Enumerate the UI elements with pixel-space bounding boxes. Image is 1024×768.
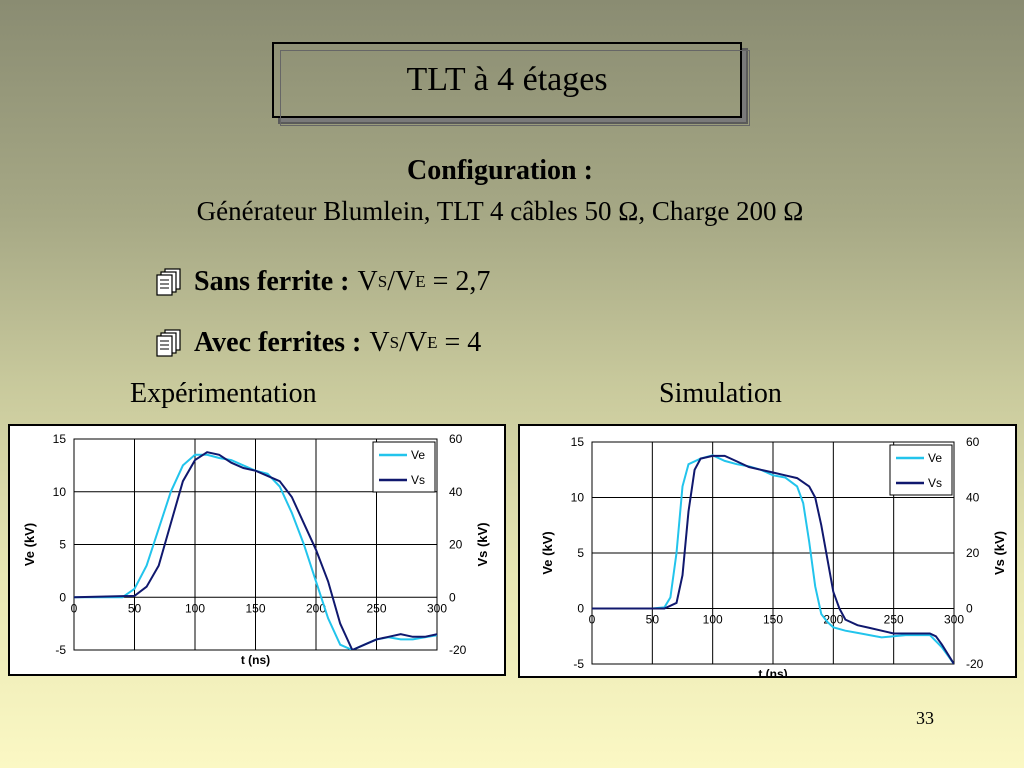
y-tick-label: 0 bbox=[577, 602, 584, 616]
legend: Ve Vs bbox=[372, 441, 436, 493]
experiment-chart: 0 50 100 150 200 250 300 -5 0 5 10 15 -20 0 20 40 60 t (n… bbox=[8, 424, 506, 676]
ratio-value: = 4 bbox=[437, 327, 482, 358]
y-axis-label: Ve (kV) bbox=[540, 531, 555, 574]
y-tick-label: 15 bbox=[53, 432, 67, 446]
documents-icon bbox=[156, 268, 181, 296]
y-tick-label: 0 bbox=[59, 590, 66, 604]
ratio-sub-e: E bbox=[415, 272, 426, 291]
x-tick-label: 250 bbox=[884, 613, 904, 627]
y2-tick-label: 0 bbox=[449, 590, 456, 604]
y2-axis-label: Vs (kV) bbox=[475, 522, 490, 566]
experimentation-heading: Expérimentation bbox=[130, 378, 317, 409]
experiment-chart-svg: 0 50 100 150 200 250 300 -5 0 5 10 15 -20 0 20 40 60 t (n… bbox=[22, 432, 490, 667]
ratio-slash: /V bbox=[387, 266, 416, 297]
y2-tick-label: 0 bbox=[966, 602, 973, 616]
y2-tick-label: -20 bbox=[966, 657, 984, 671]
series-line-ve bbox=[592, 454, 954, 664]
y2-tick-label: 40 bbox=[449, 485, 463, 499]
config-description: Générateur Blumlein, TLT 4 câbles 50 Ω, … bbox=[196, 196, 804, 226]
documents-icon bbox=[156, 329, 181, 357]
simulation-chart: 0 50 100 150 200 250 300 -5 0 5 10 15 -20 0 20 40 60 t (n… bbox=[518, 424, 1017, 678]
y-tick-label: 5 bbox=[59, 538, 66, 552]
ratio-sub-s: S bbox=[377, 272, 388, 291]
x-tick-label: 150 bbox=[763, 613, 783, 627]
slide-title: TLT à 4 étages bbox=[406, 61, 608, 98]
y2-tick-label: 40 bbox=[966, 491, 980, 505]
ratio-slash: /V bbox=[399, 327, 428, 358]
y2-tick-label: 60 bbox=[449, 432, 463, 446]
x-tick-label: 50 bbox=[646, 613, 660, 627]
y-axis-label: Ve (kV) bbox=[22, 523, 37, 566]
y2-tick-label: -20 bbox=[449, 643, 467, 657]
ratio-sub-e: E bbox=[427, 333, 438, 352]
ratio-v: V bbox=[357, 266, 378, 297]
bullet-label: Sans ferrite : bbox=[194, 266, 350, 297]
legend-label-ve: Ve bbox=[928, 451, 942, 465]
plot-area-border bbox=[73, 438, 438, 651]
y-tick-label: 10 bbox=[571, 491, 585, 505]
y-tick-label: 5 bbox=[577, 546, 584, 560]
series-line-vs bbox=[74, 451, 437, 650]
x-axis-label: t (ns) bbox=[241, 653, 270, 667]
y2-axis-label: Vs (kV) bbox=[992, 531, 1007, 575]
ratio-sub-s: S bbox=[389, 333, 400, 352]
bullet-label: Avec ferrites : bbox=[194, 327, 362, 358]
legend-label-ve: Ve bbox=[411, 448, 425, 462]
x-tick-label: 250 bbox=[366, 601, 386, 615]
x-tick-label: 200 bbox=[306, 601, 326, 615]
bullet-sans-ferrite: Sans ferrite : V S/V E = 2,7 bbox=[156, 266, 490, 298]
series-line-vs bbox=[592, 454, 954, 664]
page-number: 33 bbox=[916, 708, 934, 728]
legend-label-vs: Vs bbox=[928, 476, 942, 490]
x-tick-label: 0 bbox=[71, 601, 78, 615]
x-tick-label: 300 bbox=[944, 613, 964, 627]
legend: Ve Vs bbox=[889, 444, 953, 496]
legend-box bbox=[372, 441, 436, 493]
ratio-value: = 2,7 bbox=[425, 266, 491, 297]
config-heading: Configuration : bbox=[407, 155, 593, 186]
bullet-avec-ferrites: Avec ferrites : V S/V E = 4 bbox=[156, 327, 481, 359]
legend-label-vs: Vs bbox=[411, 473, 425, 487]
plot-area-border bbox=[591, 441, 955, 665]
x-tick-label: 300 bbox=[427, 601, 447, 615]
x-tick-label: 100 bbox=[703, 613, 723, 627]
y2-tick-label: 20 bbox=[449, 538, 463, 552]
y2-tick-label: 20 bbox=[966, 546, 980, 560]
x-tick-label: 0 bbox=[589, 613, 596, 627]
x-tick-label: 100 bbox=[185, 601, 205, 615]
x-tick-label: 50 bbox=[128, 601, 142, 615]
y-tick-label: -5 bbox=[573, 657, 584, 671]
ratio-v: V bbox=[369, 327, 390, 358]
y-tick-label: 10 bbox=[53, 485, 67, 499]
y-tick-label: 15 bbox=[571, 435, 585, 449]
slide-title-box: TLT à 4 étages bbox=[272, 42, 750, 126]
legend-box bbox=[889, 444, 953, 496]
x-tick-label: 150 bbox=[245, 601, 265, 615]
x-axis-label: t (ns) bbox=[758, 667, 787, 676]
y-tick-label: -5 bbox=[55, 643, 66, 657]
simulation-heading: Simulation bbox=[659, 378, 782, 409]
y2-tick-label: 60 bbox=[966, 435, 980, 449]
